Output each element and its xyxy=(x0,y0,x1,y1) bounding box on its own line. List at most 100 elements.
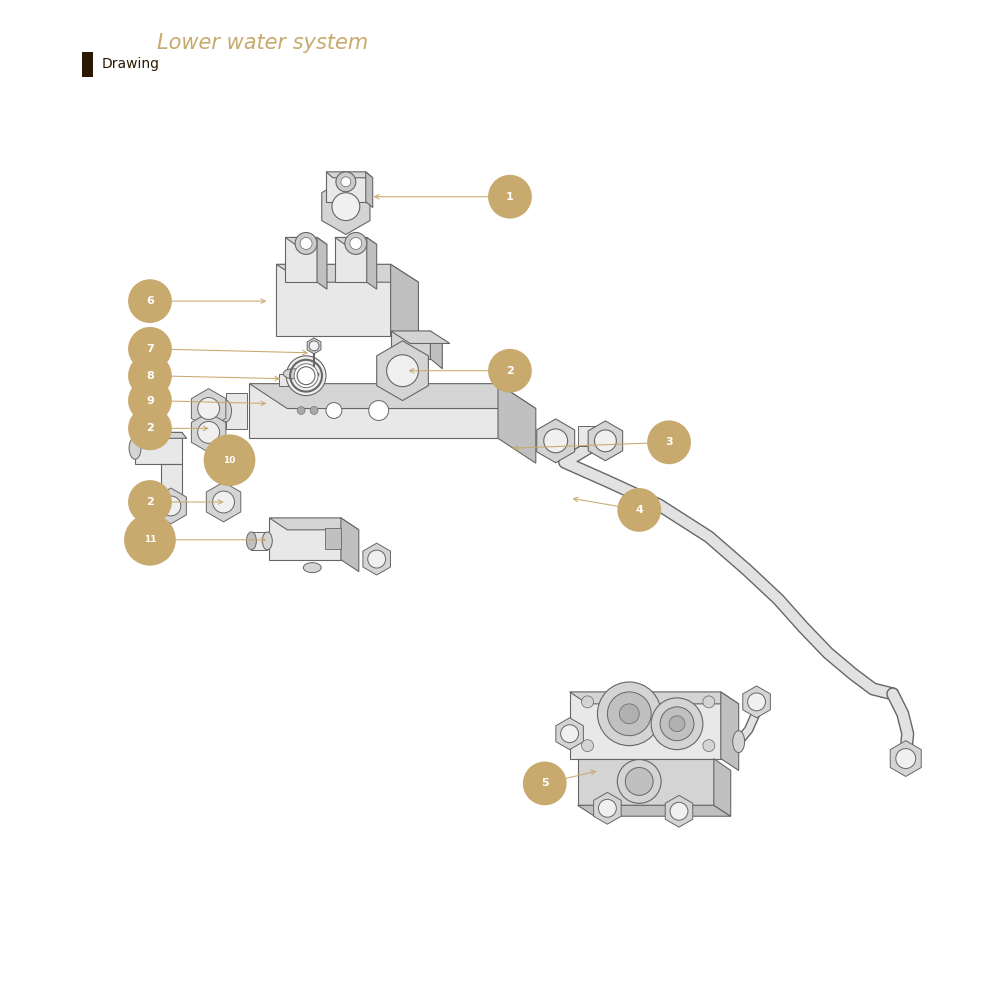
Circle shape xyxy=(625,768,653,795)
Circle shape xyxy=(582,740,593,752)
Text: 4: 4 xyxy=(635,505,643,515)
Polygon shape xyxy=(325,528,341,549)
Circle shape xyxy=(309,341,319,351)
Polygon shape xyxy=(276,264,391,336)
Polygon shape xyxy=(191,389,226,428)
Polygon shape xyxy=(391,331,430,359)
Circle shape xyxy=(332,193,360,221)
Polygon shape xyxy=(269,518,341,560)
Polygon shape xyxy=(578,805,731,816)
Polygon shape xyxy=(226,393,247,429)
Polygon shape xyxy=(206,482,241,522)
Polygon shape xyxy=(363,543,390,575)
Circle shape xyxy=(128,480,172,524)
Polygon shape xyxy=(276,264,418,282)
Polygon shape xyxy=(341,518,359,572)
Circle shape xyxy=(660,707,694,741)
Text: 7: 7 xyxy=(146,344,154,354)
Circle shape xyxy=(647,420,691,464)
Text: 11: 11 xyxy=(144,535,156,544)
Polygon shape xyxy=(135,432,187,438)
Polygon shape xyxy=(269,518,359,530)
Circle shape xyxy=(670,802,688,820)
Circle shape xyxy=(617,488,661,532)
Polygon shape xyxy=(890,741,921,776)
Circle shape xyxy=(368,550,386,568)
Circle shape xyxy=(703,740,715,752)
Text: 10: 10 xyxy=(223,456,236,465)
Circle shape xyxy=(128,379,172,422)
Ellipse shape xyxy=(129,437,141,459)
Circle shape xyxy=(294,364,318,388)
Polygon shape xyxy=(285,237,327,244)
Polygon shape xyxy=(161,464,182,506)
Circle shape xyxy=(326,403,342,418)
Polygon shape xyxy=(191,412,226,452)
Circle shape xyxy=(748,693,766,711)
Polygon shape xyxy=(570,692,721,759)
Text: 9: 9 xyxy=(146,396,154,406)
Text: 2: 2 xyxy=(146,423,154,433)
Circle shape xyxy=(544,429,568,453)
Circle shape xyxy=(651,698,703,750)
Circle shape xyxy=(669,716,685,732)
Circle shape xyxy=(336,172,356,192)
Circle shape xyxy=(297,367,315,385)
Text: 5: 5 xyxy=(541,778,549,788)
Circle shape xyxy=(297,407,305,414)
Polygon shape xyxy=(326,172,366,202)
Circle shape xyxy=(369,401,389,420)
Circle shape xyxy=(128,279,172,323)
Circle shape xyxy=(345,232,367,254)
Polygon shape xyxy=(714,759,731,816)
Polygon shape xyxy=(322,179,370,234)
Polygon shape xyxy=(335,237,367,282)
Circle shape xyxy=(607,692,651,736)
Polygon shape xyxy=(498,384,536,463)
Polygon shape xyxy=(367,237,377,289)
Text: 6: 6 xyxy=(146,296,154,306)
Circle shape xyxy=(204,434,255,486)
Polygon shape xyxy=(249,384,498,438)
Circle shape xyxy=(523,762,567,805)
Text: 2: 2 xyxy=(506,366,514,376)
Circle shape xyxy=(488,175,532,219)
Circle shape xyxy=(161,496,181,516)
Ellipse shape xyxy=(262,532,272,550)
Polygon shape xyxy=(391,331,450,343)
Polygon shape xyxy=(317,237,327,289)
Polygon shape xyxy=(570,692,739,704)
Ellipse shape xyxy=(733,731,745,753)
Polygon shape xyxy=(377,341,428,401)
Polygon shape xyxy=(430,331,442,369)
Ellipse shape xyxy=(246,532,256,550)
Polygon shape xyxy=(249,384,536,409)
Circle shape xyxy=(619,704,639,724)
Polygon shape xyxy=(307,338,321,354)
Circle shape xyxy=(128,407,172,450)
Circle shape xyxy=(598,799,616,817)
Polygon shape xyxy=(135,432,182,464)
Circle shape xyxy=(594,430,616,452)
Text: 8: 8 xyxy=(146,371,154,381)
Ellipse shape xyxy=(303,563,321,573)
Text: 1: 1 xyxy=(506,192,514,202)
Circle shape xyxy=(128,354,172,398)
Polygon shape xyxy=(366,172,373,208)
Polygon shape xyxy=(155,488,186,524)
Circle shape xyxy=(286,356,326,396)
Circle shape xyxy=(703,696,715,708)
Polygon shape xyxy=(594,792,621,824)
Ellipse shape xyxy=(220,400,232,422)
Circle shape xyxy=(341,177,351,187)
Text: 2: 2 xyxy=(146,497,154,507)
Circle shape xyxy=(387,355,418,387)
Polygon shape xyxy=(743,686,770,718)
Circle shape xyxy=(124,514,176,566)
Text: 3: 3 xyxy=(665,437,673,447)
Polygon shape xyxy=(721,692,739,770)
Polygon shape xyxy=(588,421,623,461)
Text: Lower water system: Lower water system xyxy=(157,33,368,53)
Circle shape xyxy=(198,421,220,443)
Polygon shape xyxy=(285,237,317,282)
